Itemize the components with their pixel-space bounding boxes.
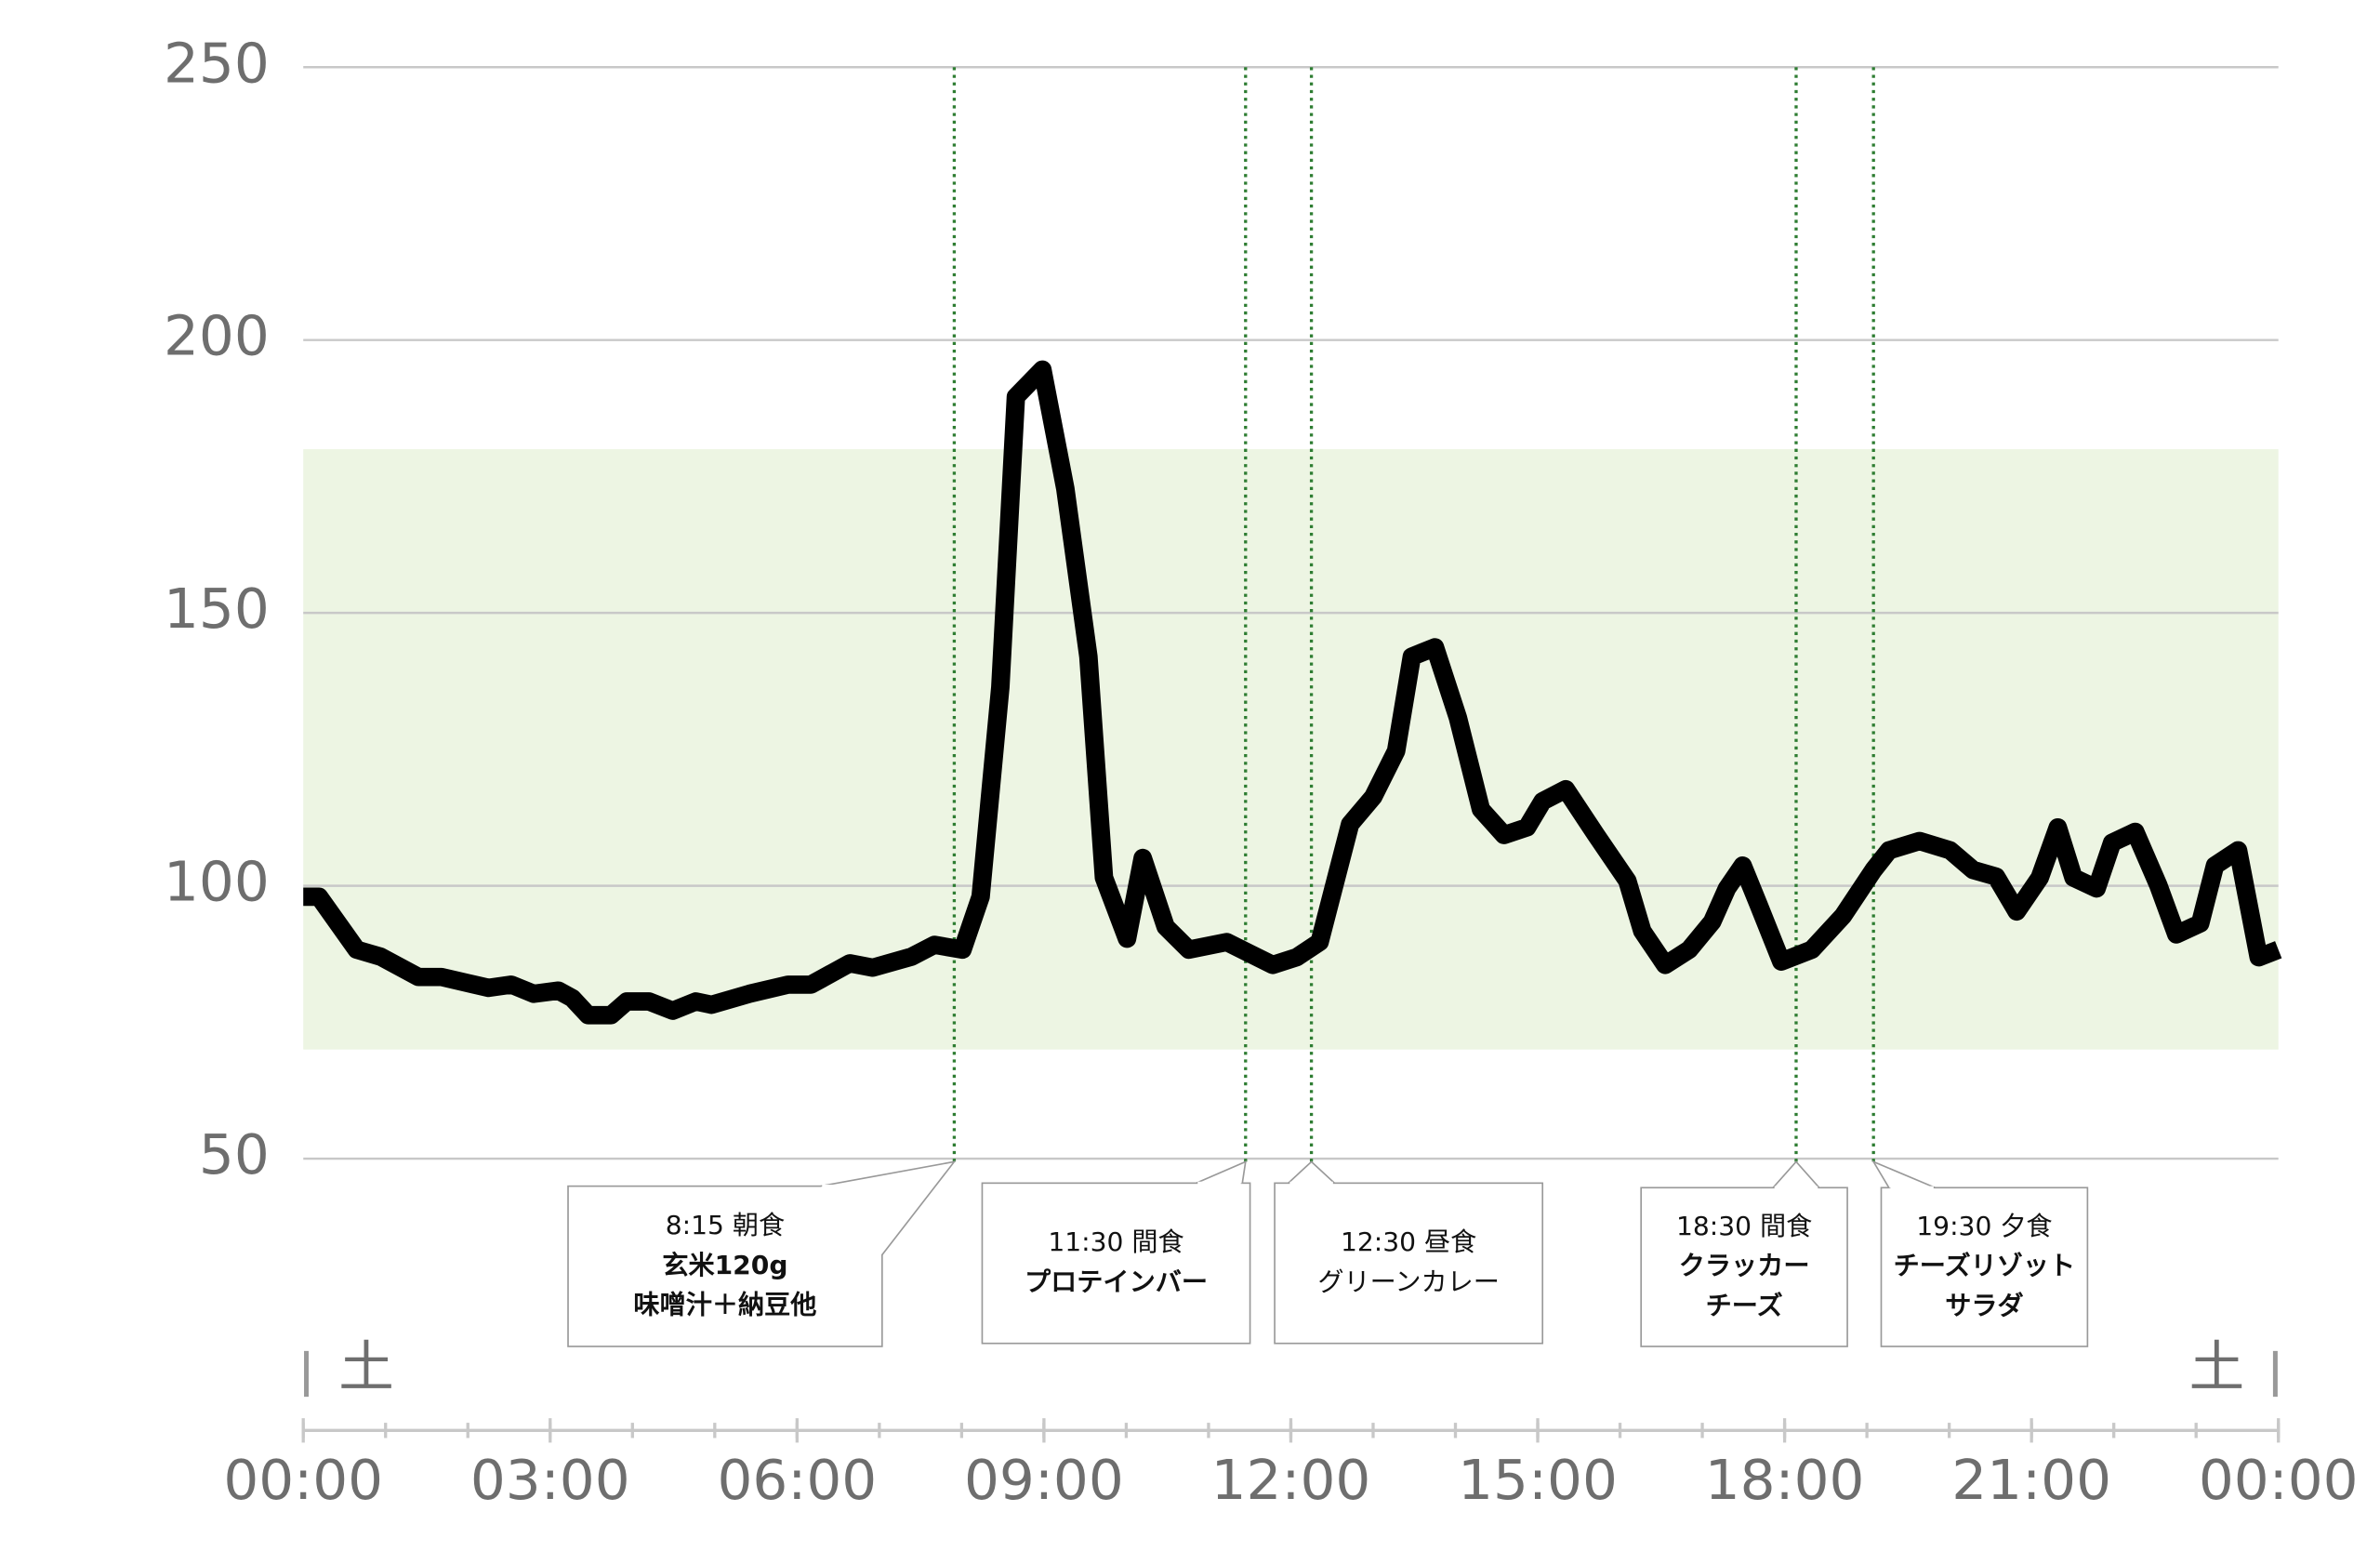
x-tick-label: 21:00 xyxy=(1951,1448,2111,1512)
target-range xyxy=(303,449,2279,1050)
y-tick-label: 50 xyxy=(199,1122,270,1186)
annotation-pointer xyxy=(1871,1160,1936,1189)
annotation-text: チーズ xyxy=(1706,1290,1783,1320)
x-tick-label: 03:00 xyxy=(470,1448,630,1512)
x-tick-label: 00:00 xyxy=(223,1448,383,1512)
annotation-text: 18:30 間食 xyxy=(1676,1211,1812,1241)
annotation-text: クラッカー xyxy=(1679,1251,1810,1281)
annotation-text: 12:30 昼食 xyxy=(1341,1226,1476,1257)
annotation-pointer xyxy=(1196,1160,1247,1185)
annotation-text: 19:30 夕食 xyxy=(1916,1211,2052,1241)
annotation-text: サラダ xyxy=(1945,1290,2023,1320)
x-tick-label: 18:00 xyxy=(1705,1448,1865,1512)
annotation-box xyxy=(567,1185,883,1347)
annotation-text: 玄米120g xyxy=(662,1250,787,1280)
day-label: 土 xyxy=(2189,1335,2245,1399)
x-tick-label: 12:00 xyxy=(1211,1448,1371,1512)
annotation-text: 味噌汁＋納豆他 xyxy=(633,1290,816,1320)
annotation-box xyxy=(981,1182,1251,1345)
annotation-text: プロテインバー xyxy=(1025,1266,1208,1297)
annotation-text: グリーンカレー xyxy=(1317,1266,1500,1297)
annotation-box xyxy=(1274,1182,1544,1345)
x-tick-label: 06:00 xyxy=(717,1448,877,1512)
x-tick-label: 15:00 xyxy=(1458,1448,1618,1512)
annotation-text: 8:15 朝食 xyxy=(666,1210,785,1240)
day-label: 土 xyxy=(338,1335,394,1399)
annotation-text: チーズリゾット xyxy=(1894,1251,2076,1281)
x-tick-label: 00:00 xyxy=(2199,1448,2359,1512)
annotation-text: 11:30 間食 xyxy=(1048,1226,1183,1257)
x-tick-label: 09:00 xyxy=(964,1448,1124,1512)
annotation-box xyxy=(1880,1186,2089,1347)
y-tick-label: 100 xyxy=(164,850,270,914)
annotation-box xyxy=(1640,1186,1848,1347)
y-tick-label: 200 xyxy=(164,304,270,368)
glucose-line xyxy=(303,360,2282,1025)
annotation-pointer xyxy=(1288,1160,1335,1184)
annotation-pointer xyxy=(1772,1160,1820,1188)
y-tick-label: 150 xyxy=(164,577,270,641)
y-tick-label: 250 xyxy=(164,32,270,96)
